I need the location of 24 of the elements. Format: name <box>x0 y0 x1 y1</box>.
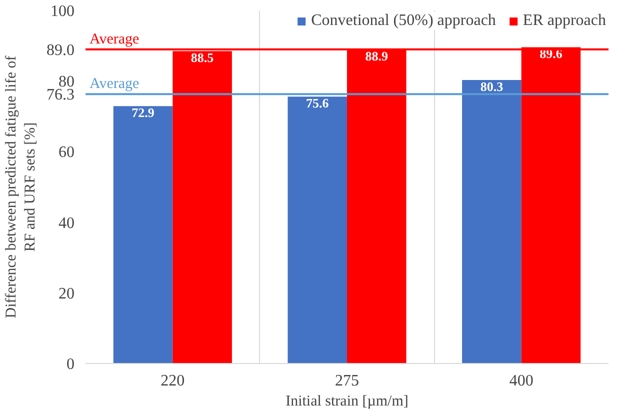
legend-label: Convetional (50%) approach <box>311 12 496 30</box>
bar <box>113 106 173 364</box>
y-tick-label: 76.3 <box>46 86 74 104</box>
data-label: 88.5 <box>190 50 214 66</box>
y-axis-title: Difference between predicted fatigue life of RF and URF sets [%] <box>3 56 38 318</box>
x-tick-label: 220 <box>160 372 185 390</box>
legend-label: ER approach <box>522 12 606 30</box>
bar <box>288 96 347 364</box>
data-label: 88.9 <box>365 48 389 64</box>
y-tick-label: 89.0 <box>46 42 74 59</box>
x-tick-label: 275 <box>335 372 359 390</box>
y-tick-label: 100 <box>50 3 74 20</box>
x-tick-label: 400 <box>509 372 534 390</box>
bar <box>462 80 522 364</box>
ref-line-label: Average <box>90 31 140 48</box>
data-label: 80.3 <box>480 79 504 94</box>
ref-line-label: Average <box>90 76 140 92</box>
data-label: 72.9 <box>132 105 155 120</box>
data-label: 75.6 <box>306 96 330 111</box>
x-axis-title: Initial strain [µm/m] <box>286 394 408 410</box>
y-tick-label: 40 <box>58 214 74 232</box>
y-tick-label: 20 <box>58 285 74 302</box>
y-tick-label: 60 <box>58 144 74 162</box>
y-tick-label: 0 <box>66 356 74 373</box>
